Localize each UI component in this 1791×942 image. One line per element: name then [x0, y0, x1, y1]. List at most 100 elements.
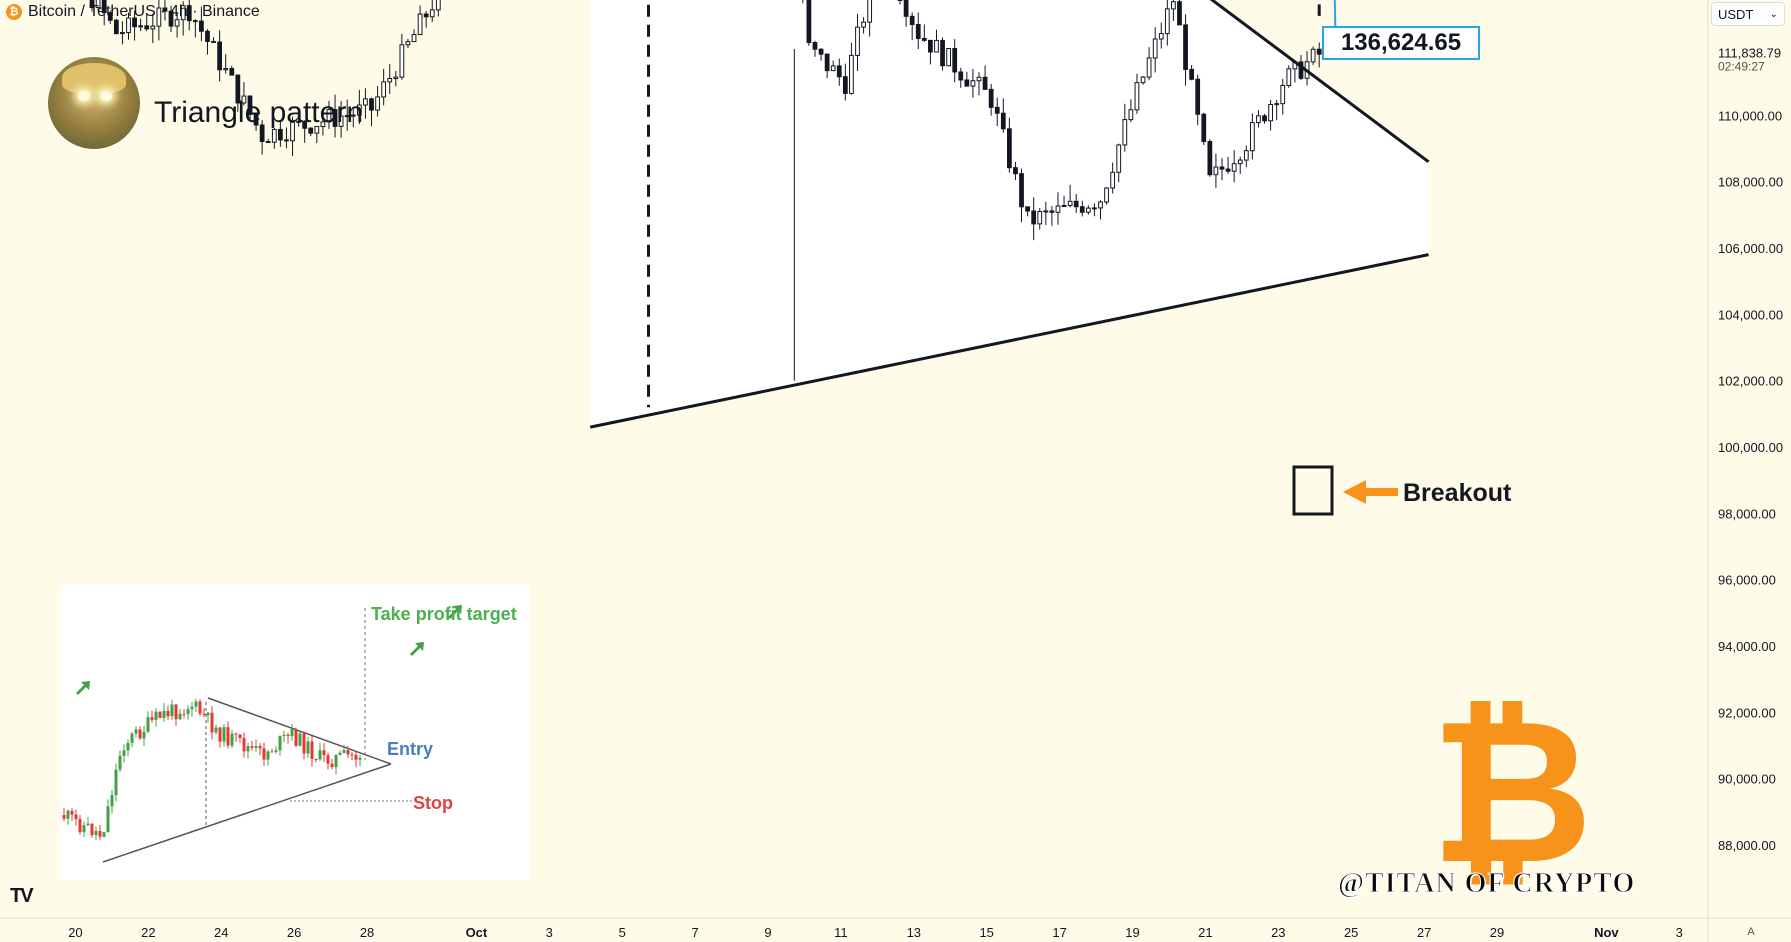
- stop-label: Stop: [413, 793, 453, 813]
- inset-candle: [122, 750, 126, 756]
- inset-candle: [326, 755, 330, 764]
- entry-label: Entry: [387, 739, 434, 759]
- candle: [369, 98, 374, 111]
- candle: [1262, 115, 1267, 122]
- candle: [423, 13, 429, 18]
- candle: [253, 113, 259, 126]
- inset-candle: [246, 746, 250, 752]
- breakout-box: [1292, 465, 1334, 516]
- inset-candle: [318, 750, 322, 760]
- time-tick-label: Nov: [1594, 925, 1619, 940]
- candle: [1061, 205, 1067, 208]
- candle: [332, 109, 338, 127]
- countdown-label: 02:49:27: [1718, 59, 1765, 73]
- candle: [180, 5, 186, 21]
- candle: [909, 15, 915, 25]
- candle: [1043, 210, 1049, 213]
- candle: [350, 114, 356, 117]
- inset-lower-line: [102, 763, 392, 863]
- inset-candle: [150, 717, 154, 720]
- time-tick-label: 7: [691, 925, 698, 940]
- candle: [970, 80, 976, 87]
- inset-candle: [174, 704, 178, 720]
- candle: [126, 17, 131, 34]
- candle: [1104, 187, 1109, 203]
- inset-candle: [250, 746, 254, 748]
- price-tick-label: 104,000.00: [1718, 307, 1783, 322]
- price-tick-label: 106,000.00: [1718, 241, 1783, 256]
- candle: [1237, 159, 1243, 165]
- candle: [356, 104, 362, 116]
- inset-candle: [358, 757, 362, 760]
- price-tick-label: 92,000.00: [1718, 705, 1776, 720]
- candle: [277, 128, 283, 141]
- price-tick-label: 100,000.00: [1718, 440, 1783, 455]
- candle: [861, 21, 866, 28]
- symbol-line: Bitcoin / TetherUS · 4h · Binance: [28, 3, 260, 20]
- candle: [192, 20, 198, 23]
- last-price-label: 111,838.79: [1718, 45, 1781, 60]
- candle: [1055, 205, 1061, 213]
- inset-candle: [274, 750, 278, 752]
- chart-title: Triangle pattern: [154, 96, 364, 129]
- inset-candle: [166, 710, 170, 717]
- inset-candle: [298, 733, 302, 746]
- tradingview-logo-icon[interactable]: TV: [10, 885, 34, 907]
- inset-candle: [106, 806, 110, 833]
- time-tick-label: 29: [1490, 925, 1504, 940]
- candle: [1171, 1, 1176, 10]
- time-tick-label: 25: [1344, 925, 1358, 940]
- candle: [1189, 68, 1195, 80]
- candle: [1201, 113, 1207, 143]
- candle: [1177, 1, 1182, 26]
- price-tick-label: 110,000.00: [1718, 108, 1782, 123]
- candle: [1098, 201, 1103, 209]
- candle: [107, 12, 113, 21]
- inset-candle: [330, 763, 334, 768]
- inset-candle: [282, 734, 286, 737]
- time-tick-label: 17: [1052, 925, 1066, 940]
- candle: [156, 7, 162, 27]
- inset-candle: [138, 729, 142, 739]
- inset-upper-line: [207, 697, 392, 765]
- candle: [326, 109, 332, 123]
- inset-candle: [222, 727, 226, 742]
- symbol-header[interactable]: ₿ Bitcoin / TetherUS · 4h · Binance: [6, 3, 260, 21]
- candle: [199, 20, 204, 32]
- candle: [1286, 68, 1292, 87]
- target-price-label: 136,624.65: [1322, 26, 1480, 60]
- inset-candle: [294, 729, 298, 746]
- inset-candle: [242, 737, 246, 752]
- breakout-arrow-icon: [1343, 480, 1398, 504]
- inset-candle: [102, 832, 106, 837]
- candle: [1316, 48, 1322, 55]
- inset-candle: [94, 830, 98, 836]
- time-tick-label: 9: [764, 925, 771, 940]
- inset-candle: [306, 741, 310, 754]
- inset-candle: [290, 729, 294, 737]
- inset-candle: [334, 754, 338, 768]
- candle: [1164, 8, 1170, 35]
- inset-candle: [74, 814, 78, 820]
- currency-selector[interactable]: USDT ⌄: [1711, 2, 1785, 26]
- inset-candle: [238, 734, 242, 738]
- candle: [976, 76, 982, 82]
- inset-candle: [202, 713, 206, 716]
- time-tick-label: 11: [834, 925, 848, 940]
- inset-candle: [302, 733, 306, 754]
- avatar-eye-right: [100, 91, 112, 101]
- auto-scale-button[interactable]: A: [1747, 926, 1755, 938]
- inset-candle: [258, 746, 262, 749]
- candle: [1000, 112, 1006, 130]
- candle: [1219, 166, 1225, 170]
- inset-candle: [162, 710, 166, 718]
- candle: [205, 30, 210, 42]
- inset-candle: [286, 734, 290, 737]
- candle: [314, 126, 320, 134]
- inset-candle: [66, 810, 70, 819]
- inset-candle: [194, 701, 198, 707]
- price-tick-label: 88,000.00: [1718, 838, 1776, 853]
- candle: [982, 76, 988, 90]
